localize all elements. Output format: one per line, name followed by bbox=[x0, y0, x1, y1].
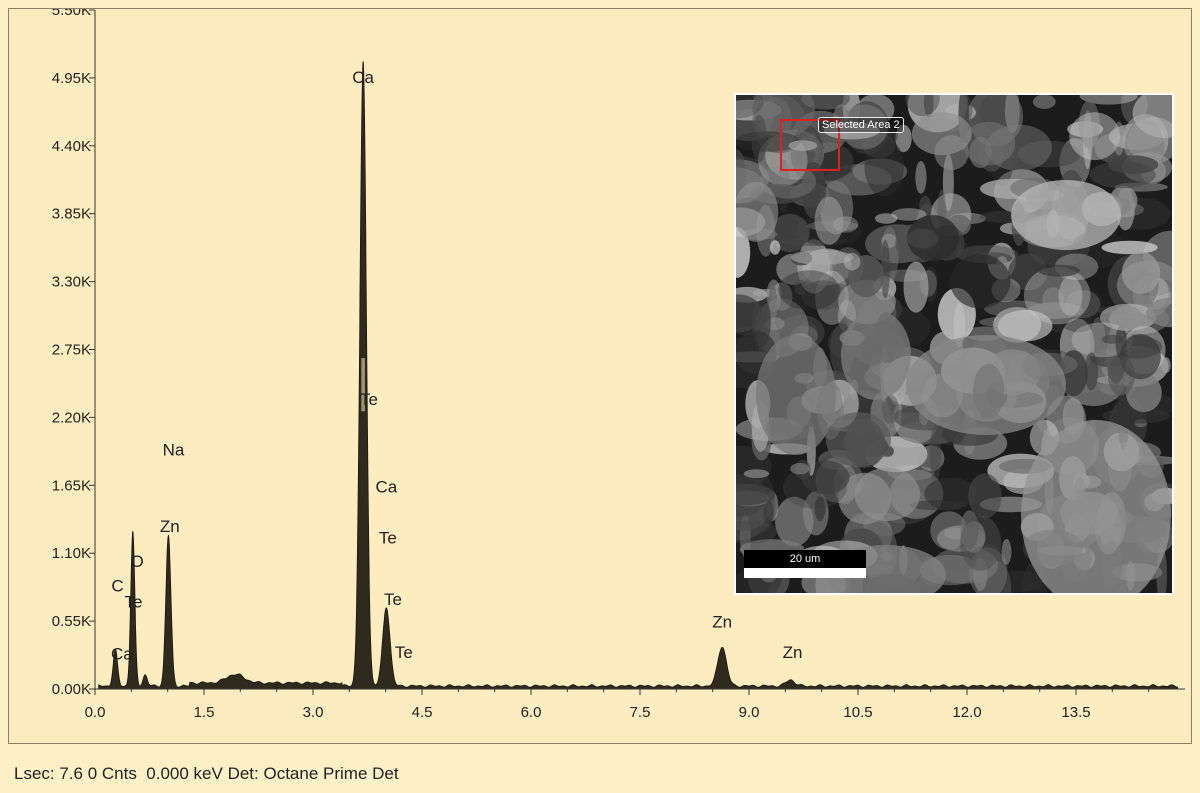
x-tick-label: 4.5 bbox=[412, 704, 433, 721]
peak-label: Ca bbox=[111, 644, 133, 663]
peak-label: Te bbox=[395, 643, 413, 662]
x-tick-label: 9.0 bbox=[739, 704, 760, 721]
peak-label: Te bbox=[360, 390, 378, 409]
y-tick-label: 5.50K bbox=[52, 9, 91, 19]
x-tick-label: 12.0 bbox=[952, 704, 981, 721]
x-tick-label: 7.5 bbox=[630, 704, 651, 721]
scale-bar-label: 20 um bbox=[744, 550, 866, 568]
peak-label: O bbox=[131, 552, 144, 571]
y-tick-label: 4.95K bbox=[52, 70, 91, 87]
scale-bar-white bbox=[744, 568, 866, 578]
y-tick-label: 1.10K bbox=[52, 545, 91, 562]
x-tick-label: 0.0 bbox=[85, 704, 106, 721]
x-tick-label: 6.0 bbox=[521, 704, 542, 721]
spectrum-area bbox=[98, 61, 1179, 690]
x-tick-label: 13.5 bbox=[1061, 704, 1090, 721]
status-bar: Lsec: 7.6 0 Cnts 0.000 keV Det: Octane P… bbox=[14, 764, 399, 783]
x-tick-label: 1.5 bbox=[194, 704, 215, 721]
y-tick-label: 3.85K bbox=[52, 206, 91, 223]
eds-spectrum-chart: 0.00K 0.55K 1.10K 1.65K 2.20K 2.75K 3.30K 3.85K… bbox=[52, 9, 1185, 721]
y-tick-label: 0.55K bbox=[52, 613, 91, 630]
peak-label: C bbox=[111, 576, 123, 595]
y-tick-label: 4.40K bbox=[52, 138, 91, 155]
selected-area-label: Selected Area 2 bbox=[818, 117, 904, 133]
peak-label: Te bbox=[379, 528, 397, 547]
scale-bar: 20 um bbox=[744, 550, 866, 580]
peak-label: Te bbox=[125, 593, 143, 612]
x-tick-label: 10.5 bbox=[843, 704, 872, 721]
sem-texture bbox=[736, 95, 1172, 593]
peak-label: Zn bbox=[160, 517, 180, 536]
spectrum-panel: 0.00K 0.55K 1.10K 1.65K 2.20K 2.75K 3.30K 3.85K… bbox=[8, 8, 1192, 744]
sem-micrograph-inset: Selected Area 2 20 um bbox=[734, 93, 1174, 595]
y-tick-label: 2.75K bbox=[52, 342, 91, 359]
sem-image bbox=[736, 95, 1172, 593]
peak-label: Zn bbox=[783, 643, 803, 662]
y-tick-label: 0.00K bbox=[52, 681, 91, 698]
selected-area-box[interactable] bbox=[780, 119, 840, 171]
peak-label: Te bbox=[384, 590, 402, 609]
peak-label: Zn bbox=[712, 612, 732, 631]
y-tick-label: 3.30K bbox=[52, 274, 91, 291]
y-tick-label: 2.20K bbox=[52, 409, 91, 426]
peak-label: Na bbox=[163, 441, 185, 460]
x-tick-label: 3.0 bbox=[303, 704, 324, 721]
peak-highlight-band bbox=[361, 358, 365, 412]
peak-label: Ca bbox=[352, 68, 374, 87]
y-tick-label: 1.65K bbox=[52, 477, 91, 494]
peak-label: Ca bbox=[376, 478, 398, 497]
